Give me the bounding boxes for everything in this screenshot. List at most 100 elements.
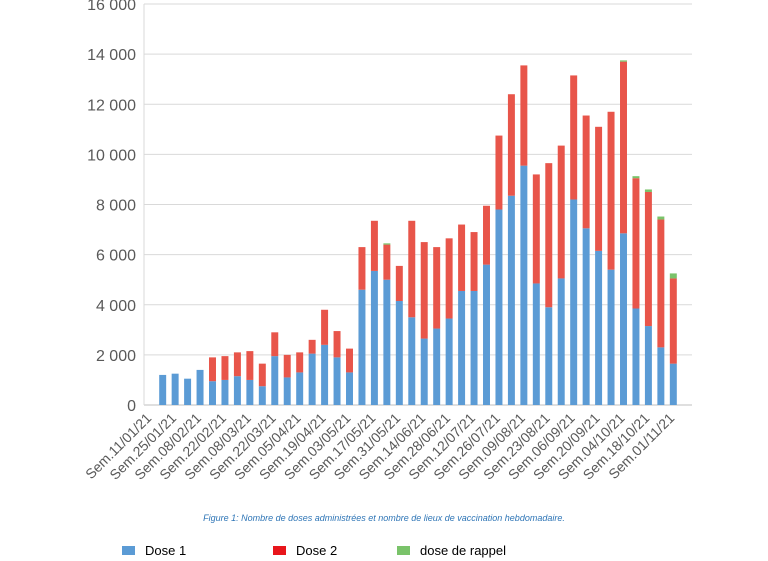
bar-segment-dose1 (669, 363, 677, 405)
bar-segment-dose2 (258, 363, 266, 387)
bar-segment-rappel (632, 176, 640, 179)
bar-segment-rappel (383, 243, 391, 245)
bar-segment-dose1 (258, 386, 266, 405)
bar-segment-dose1 (283, 377, 291, 405)
bar-segment-dose2 (620, 61, 627, 234)
bar-segment-dose2 (582, 115, 590, 229)
bar-segment-dose1 (595, 250, 603, 405)
bar-segment-dose1 (196, 369, 204, 405)
bar-segment-dose2 (233, 352, 241, 377)
bar-segment-dose1 (657, 347, 665, 405)
y-axis: 0 2 000 4 000 6 000 8 000 10 000 12 000 14 000 1… (87, 0, 136, 415)
legend-label-dose1: Dose 1 (145, 543, 187, 558)
bar-segment-rappel (644, 189, 652, 192)
bar-segment-dose2 (644, 191, 652, 327)
y-tick-label: 12 000 (87, 97, 136, 114)
bar-segment-dose1 (408, 317, 416, 405)
bar-segment-dose1 (458, 290, 466, 405)
bar-segment-dose2 (532, 174, 540, 284)
bar-segment-dose2 (333, 331, 341, 358)
bar-segment-dose2 (595, 126, 603, 251)
bar-segment-dose1 (532, 283, 540, 405)
x-axis: Sem.11/01/21Sem.25/01/21Sem.08/02/21Sem.… (82, 410, 677, 483)
bar-segment-dose2 (283, 354, 291, 378)
bar-segment-dose2 (557, 145, 565, 279)
y-tick-label: 8 000 (96, 198, 136, 215)
bar-segment-dose1 (644, 326, 652, 405)
bar-segment-dose2 (395, 265, 403, 301)
bar-segment-dose2 (221, 356, 229, 380)
bar-segment-dose2 (607, 111, 615, 270)
bar-segment-rappel (669, 273, 677, 279)
bar-segment-dose1 (333, 357, 341, 405)
bar-segment-dose1 (321, 344, 329, 405)
bar-segment-dose1 (395, 300, 403, 405)
bar-segment-dose1 (358, 289, 366, 405)
y-tick-label: 6 000 (96, 248, 136, 265)
bar-segment-dose1 (582, 228, 590, 405)
y-tick-label: 14 000 (87, 47, 136, 64)
bar-segment-dose1 (607, 269, 615, 405)
bar-segment-dose1 (184, 378, 192, 405)
y-tick-label: 10 000 (87, 147, 136, 164)
bar-segment-dose2 (370, 220, 378, 271)
bar-segment-dose2 (669, 278, 677, 364)
legend-item-rappel: dose de rappel (397, 543, 506, 558)
bar-segment-rappel (620, 60, 627, 62)
legend-item-dose2: Dose 2 (273, 543, 337, 558)
bar-segment-dose2 (470, 232, 478, 291)
bar-segment-dose2 (520, 65, 528, 166)
legend-swatch-dose2 (273, 546, 286, 555)
bar-segment-dose2 (545, 163, 553, 308)
bar-segment-dose1 (233, 376, 241, 405)
bar-segment-dose1 (420, 338, 428, 405)
bar-segment-dose2 (271, 332, 279, 357)
bar-segment-dose2 (246, 351, 254, 380)
bars (159, 60, 677, 405)
y-tick-label: 4 000 (96, 298, 136, 315)
bar-segment-dose2 (570, 75, 578, 200)
bar-segment-dose1 (221, 379, 229, 405)
bar-segment-dose2 (507, 94, 515, 196)
bar-segment-dose2 (483, 205, 490, 265)
y-tick-label: 2 000 (96, 348, 136, 365)
bar-segment-dose2 (408, 220, 416, 318)
y-tick-label: 16 000 (87, 0, 136, 14)
bar-segment-dose1 (507, 195, 515, 405)
bar-segment-dose1 (483, 264, 490, 405)
bar-segment-dose1 (545, 307, 553, 405)
bar-segment-dose2 (308, 339, 316, 354)
bar-segment-dose1 (246, 379, 254, 405)
bar-segment-dose2 (321, 309, 329, 345)
bar-segment-dose2 (296, 352, 304, 373)
bar-segment-rappel (657, 216, 665, 220)
bar-segment-dose2 (346, 348, 353, 373)
legend-swatch-dose1 (122, 546, 135, 555)
bar-segment-dose2 (358, 247, 366, 290)
bar-segment-dose1 (433, 328, 441, 405)
figure-caption: Figure 1: Nombre de doses administrées e… (203, 513, 565, 523)
bar-segment-dose2 (445, 238, 453, 319)
bar-segment-dose2 (632, 178, 640, 309)
bar-segment-dose1 (632, 308, 640, 405)
bar-segment-dose2 (420, 242, 428, 339)
bar-segment-dose2 (433, 247, 441, 329)
legend-swatch-rappel (397, 546, 410, 555)
bar-segment-dose1 (620, 233, 627, 405)
bar-segment-dose1 (159, 374, 167, 405)
bar-segment-dose1 (495, 209, 503, 405)
bar-segment-dose2 (458, 224, 466, 291)
legend-item-dose1: Dose 1 (122, 543, 186, 558)
bar-segment-dose1 (308, 353, 316, 405)
bar-segment-dose2 (657, 219, 665, 348)
bar-segment-dose2 (209, 357, 216, 382)
bar-segment-dose2 (383, 244, 391, 280)
bar-segment-dose1 (171, 373, 179, 405)
stacked-bar-chart: 0 2 000 4 000 6 000 8 000 10 000 12 000 14 000 1… (82, 0, 692, 483)
legend-label-dose2: Dose 2 (296, 543, 338, 558)
bar-segment-dose1 (383, 279, 391, 405)
bar-segment-dose1 (470, 290, 478, 405)
bar-segment-dose1 (520, 165, 528, 405)
bar-segment-dose1 (346, 372, 353, 405)
bar-segment-dose2 (495, 135, 503, 210)
